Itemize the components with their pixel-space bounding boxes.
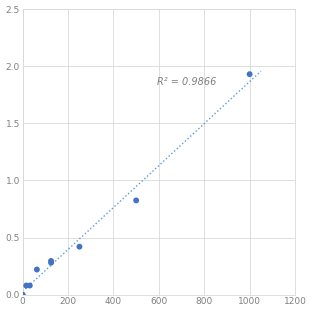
Point <box>24 283 29 288</box>
Point <box>247 72 252 77</box>
Point <box>20 292 25 297</box>
Text: R² = 0.9866: R² = 0.9866 <box>157 77 216 87</box>
Point <box>134 198 139 203</box>
Point <box>77 244 82 249</box>
Point <box>27 283 32 288</box>
Point <box>49 258 54 263</box>
Point <box>49 260 54 265</box>
Point <box>34 267 39 272</box>
